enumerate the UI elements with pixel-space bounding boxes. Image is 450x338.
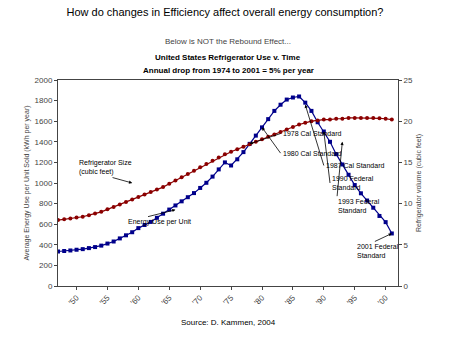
svg-text:'85: '85 xyxy=(283,293,297,307)
svg-text:'75: '75 xyxy=(222,293,236,307)
svg-text:'90: '90 xyxy=(314,293,328,307)
svg-text:Average Energy Use per Unit So: Average Energy Use per Unit Sold (kWh pe… xyxy=(23,105,31,260)
svg-text:Energy Use per Unit: Energy Use per Unit xyxy=(128,218,191,226)
svg-text:'80: '80 xyxy=(252,293,266,307)
svg-text:1980 Cal Standard: 1980 Cal Standard xyxy=(283,150,341,157)
svg-text:1978 Cal Standard: 1978 Cal Standard xyxy=(283,130,341,137)
svg-text:United States Refrigerator Use: United States Refrigerator Use v. Time xyxy=(155,53,301,62)
svg-text:1800: 1800 xyxy=(35,96,53,105)
svg-text:0: 0 xyxy=(48,282,53,291)
svg-text:Refrigerator volume (cubic fee: Refrigerator volume (cubic feet) xyxy=(415,134,423,232)
svg-text:1400: 1400 xyxy=(35,138,53,147)
svg-text:'65: '65 xyxy=(160,293,174,307)
svg-text:Source: D. Kammen, 2004: Source: D. Kammen, 2004 xyxy=(181,318,276,327)
svg-text:'50: '50 xyxy=(67,293,81,307)
svg-text:Annual drop from 1974 to 2001: Annual drop from 1974 to 2001 = 5% per y… xyxy=(143,66,314,75)
svg-text:Refrigerator Size(cubic feet): Refrigerator Size(cubic feet) xyxy=(79,159,132,176)
svg-text:1987 Cal Standard: 1987 Cal Standard xyxy=(326,162,384,169)
svg-text:2000: 2000 xyxy=(35,76,53,85)
svg-text:400: 400 xyxy=(39,241,53,250)
svg-text:800: 800 xyxy=(39,199,53,208)
svg-text:'70: '70 xyxy=(191,293,205,307)
svg-text:How do changes in Efficiency a: How do changes in Efficiency affect over… xyxy=(67,6,384,18)
svg-text:'00: '00 xyxy=(376,293,390,307)
svg-text:1600: 1600 xyxy=(35,117,53,126)
svg-text:200: 200 xyxy=(39,261,53,270)
svg-text:'55: '55 xyxy=(98,293,112,307)
svg-text:25: 25 xyxy=(404,76,413,85)
svg-text:1993 FederalStandard: 1993 FederalStandard xyxy=(338,198,380,214)
svg-text:15: 15 xyxy=(404,158,413,167)
svg-text:1200: 1200 xyxy=(35,158,53,167)
svg-text:1990 FederalStandard: 1990 FederalStandard xyxy=(332,175,374,191)
svg-text:Below is NOT the Rebound Effec: Below is NOT the Rebound Effect... xyxy=(165,37,291,46)
svg-text:1000: 1000 xyxy=(35,179,53,188)
svg-text:20: 20 xyxy=(404,117,413,126)
svg-text:'95: '95 xyxy=(345,293,359,307)
svg-text:10: 10 xyxy=(404,199,413,208)
svg-text:2001 FederalStandard: 2001 FederalStandard xyxy=(357,243,399,259)
svg-text:600: 600 xyxy=(39,220,53,229)
svg-text:5: 5 xyxy=(404,241,409,250)
svg-text:0: 0 xyxy=(404,282,409,291)
svg-text:'60: '60 xyxy=(129,293,143,307)
